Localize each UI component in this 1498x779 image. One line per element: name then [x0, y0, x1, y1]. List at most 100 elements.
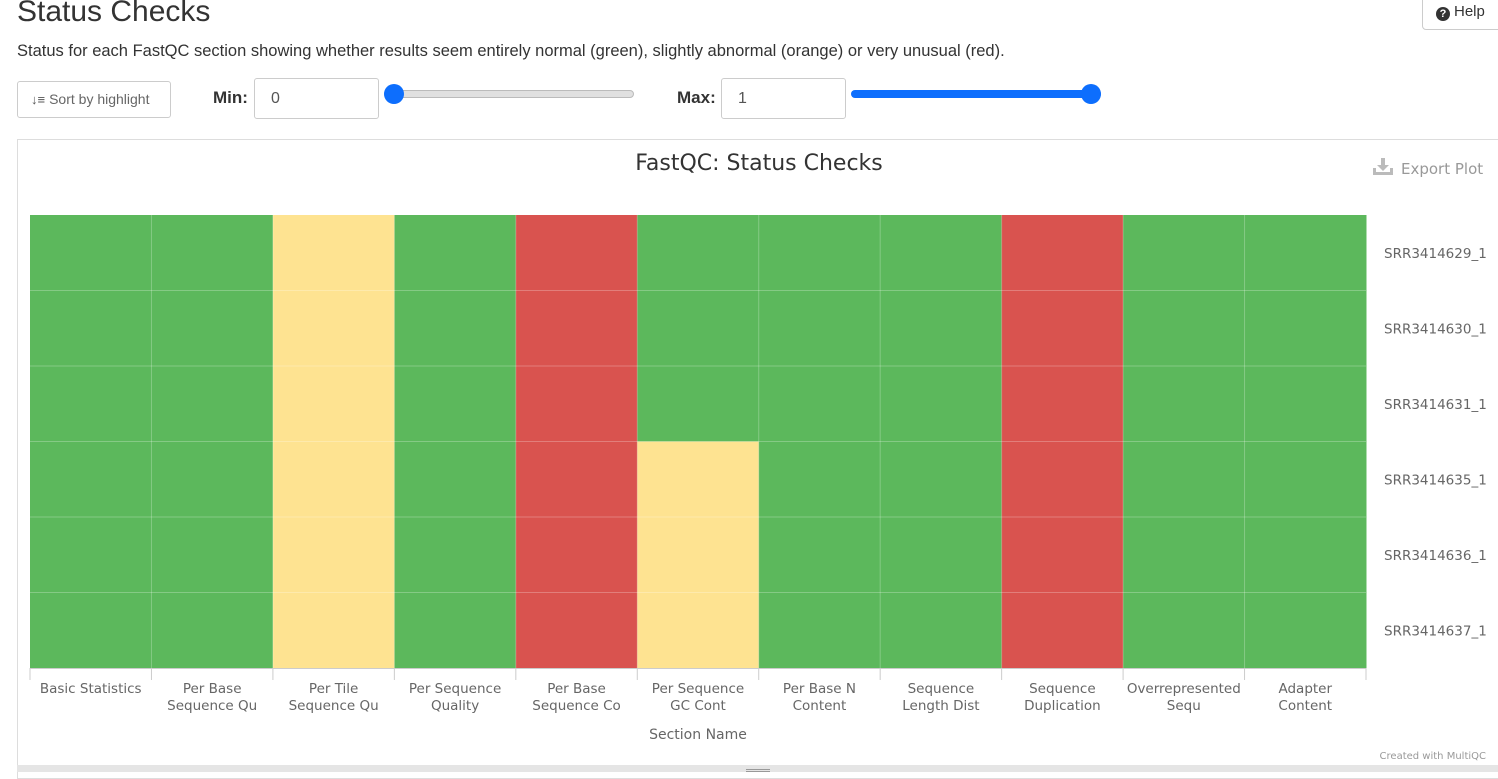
heatmap-cell[interactable] — [30, 290, 152, 367]
heatmap-cell[interactable] — [758, 517, 881, 593]
heatmap-cell[interactable] — [151, 290, 274, 367]
help-button[interactable]: ? Help — [1422, 0, 1498, 30]
heatmap-cell[interactable] — [515, 517, 638, 593]
heatmap-cell[interactable] — [1244, 366, 1367, 442]
heatmap-cell[interactable] — [151, 215, 274, 291]
y-tick-label: SRR3414637_1 — [1384, 623, 1487, 639]
heatmap-cell[interactable] — [880, 366, 1003, 442]
heatmap-cell[interactable] — [151, 441, 274, 518]
heatmap-cell[interactable] — [1001, 592, 1124, 669]
heatmap-cell[interactable] — [272, 517, 395, 593]
heatmap-cell[interactable] — [880, 517, 1003, 593]
x-tick-label: Per Base N Content — [783, 681, 856, 714]
heatmap-cell[interactable] — [1001, 290, 1124, 367]
heatmap-cell[interactable] — [1123, 441, 1246, 518]
min-slider-thumb[interactable] — [384, 84, 404, 104]
heatmap-cell[interactable] — [1123, 290, 1246, 367]
heatmap-cell[interactable] — [515, 366, 638, 442]
heatmap-cell[interactable] — [758, 366, 881, 442]
heatmap-cell[interactable] — [394, 592, 517, 669]
heatmap-cell[interactable] — [30, 215, 152, 291]
heatmap-cell[interactable] — [272, 290, 395, 367]
heatmap-cell[interactable] — [758, 290, 881, 367]
min-input[interactable] — [254, 78, 379, 119]
export-plot-label: Export Plot — [1401, 160, 1483, 178]
max-label: Max: — [677, 88, 716, 107]
help-label: Help — [1454, 3, 1485, 20]
x-tick-label: Per Sequence Quality — [409, 681, 501, 714]
sort-icon: ↓≡ — [31, 92, 46, 107]
max-slider[interactable] — [851, 82, 1101, 106]
heatmap-cell[interactable] — [151, 592, 274, 669]
page-title: Status Checks — [17, 0, 211, 28]
heatmap-cell[interactable] — [30, 366, 152, 442]
heatmap-cell[interactable] — [394, 517, 517, 593]
y-tick-label: SRR3414635_1 — [1384, 472, 1487, 488]
heatmap-cell[interactable] — [637, 441, 760, 518]
heatmap-cell[interactable] — [637, 290, 760, 367]
heatmap-cell[interactable] — [758, 441, 881, 518]
heatmap-cell[interactable] — [1244, 215, 1367, 291]
max-slider-thumb[interactable] — [1081, 84, 1101, 104]
heatmap-cell[interactable] — [515, 441, 638, 518]
heatmap-cell[interactable] — [1244, 592, 1367, 669]
heatmap-cell[interactable] — [394, 441, 517, 518]
heatmap-cell[interactable] — [515, 592, 638, 669]
heatmap-cell[interactable] — [272, 366, 395, 442]
heatmap-cell[interactable] — [880, 441, 1003, 518]
heatmap-cell[interactable] — [1001, 517, 1124, 593]
x-tick-label: Per Base Sequence Co — [532, 681, 621, 714]
heatmap-cell[interactable] — [637, 592, 760, 669]
heatmap-cell[interactable] — [515, 290, 638, 367]
plot-resize-handle[interactable] — [17, 765, 1498, 772]
y-tick-label: SRR3414629_1 — [1384, 246, 1487, 262]
sort-by-highlight-button[interactable]: ↓≡ Sort by highlight — [17, 81, 171, 118]
x-tick-label: Overrepresented Sequ — [1127, 681, 1241, 714]
download-icon — [1373, 158, 1393, 175]
heatmap-cell[interactable] — [880, 290, 1003, 367]
x-axis-title: Section Name — [649, 727, 747, 743]
export-plot-button[interactable]: Export Plot — [1373, 158, 1483, 178]
min-slider[interactable] — [384, 82, 634, 106]
heatmap-cell[interactable] — [758, 215, 881, 291]
y-tick-label: SRR3414631_1 — [1384, 397, 1487, 413]
max-input[interactable] — [721, 78, 846, 119]
heatmap-cell[interactable] — [1244, 517, 1367, 593]
resize-grip-line — [746, 769, 770, 770]
heatmap-cell[interactable] — [515, 215, 638, 291]
heatmap-cell[interactable] — [1123, 592, 1246, 669]
heatmap-cell[interactable] — [637, 215, 760, 291]
heatmap-cell[interactable] — [1123, 366, 1246, 442]
heatmap-cell[interactable] — [1244, 290, 1367, 367]
heatmap-cell[interactable] — [1001, 441, 1124, 518]
heatmap-cell[interactable] — [272, 215, 395, 291]
heatmap-cell[interactable] — [637, 366, 760, 442]
question-circle-icon: ? — [1436, 7, 1450, 21]
heatmap-cell[interactable] — [151, 517, 274, 593]
heatmap-cell[interactable] — [151, 366, 274, 442]
max-slider-track — [851, 90, 1101, 98]
heatmap-cell[interactable] — [880, 215, 1003, 291]
heatmap-cell[interactable] — [637, 517, 760, 593]
heatmap-cell[interactable] — [1244, 441, 1367, 518]
heatmap-cell[interactable] — [30, 517, 152, 593]
heatmap-cell[interactable] — [1001, 366, 1124, 442]
heatmap-cell[interactable] — [30, 441, 152, 518]
heatmap-cell[interactable] — [272, 441, 395, 518]
heatmap-cell[interactable] — [758, 592, 881, 669]
heatmap-cell[interactable] — [394, 366, 517, 442]
heatmap-cell[interactable] — [880, 592, 1003, 669]
multiqc-credit: Created with MultiQC — [1380, 751, 1486, 762]
heatmap-cell[interactable] — [394, 290, 517, 367]
chart-title: FastQC: Status Checks — [635, 151, 883, 176]
heatmap-cell[interactable] — [1001, 215, 1124, 291]
x-tick-label: Basic Statistics — [40, 681, 142, 697]
heatmap-cell[interactable] — [394, 215, 517, 291]
heatmap-cell[interactable] — [272, 592, 395, 669]
x-tick-label: Per Tile Sequence Qu — [289, 681, 379, 714]
heatmap-cell[interactable] — [1123, 517, 1246, 593]
heatmap-cell[interactable] — [1123, 215, 1246, 291]
heatmap-cell[interactable] — [30, 592, 152, 669]
section-description: Status for each FastQC section showing w… — [17, 42, 1005, 60]
